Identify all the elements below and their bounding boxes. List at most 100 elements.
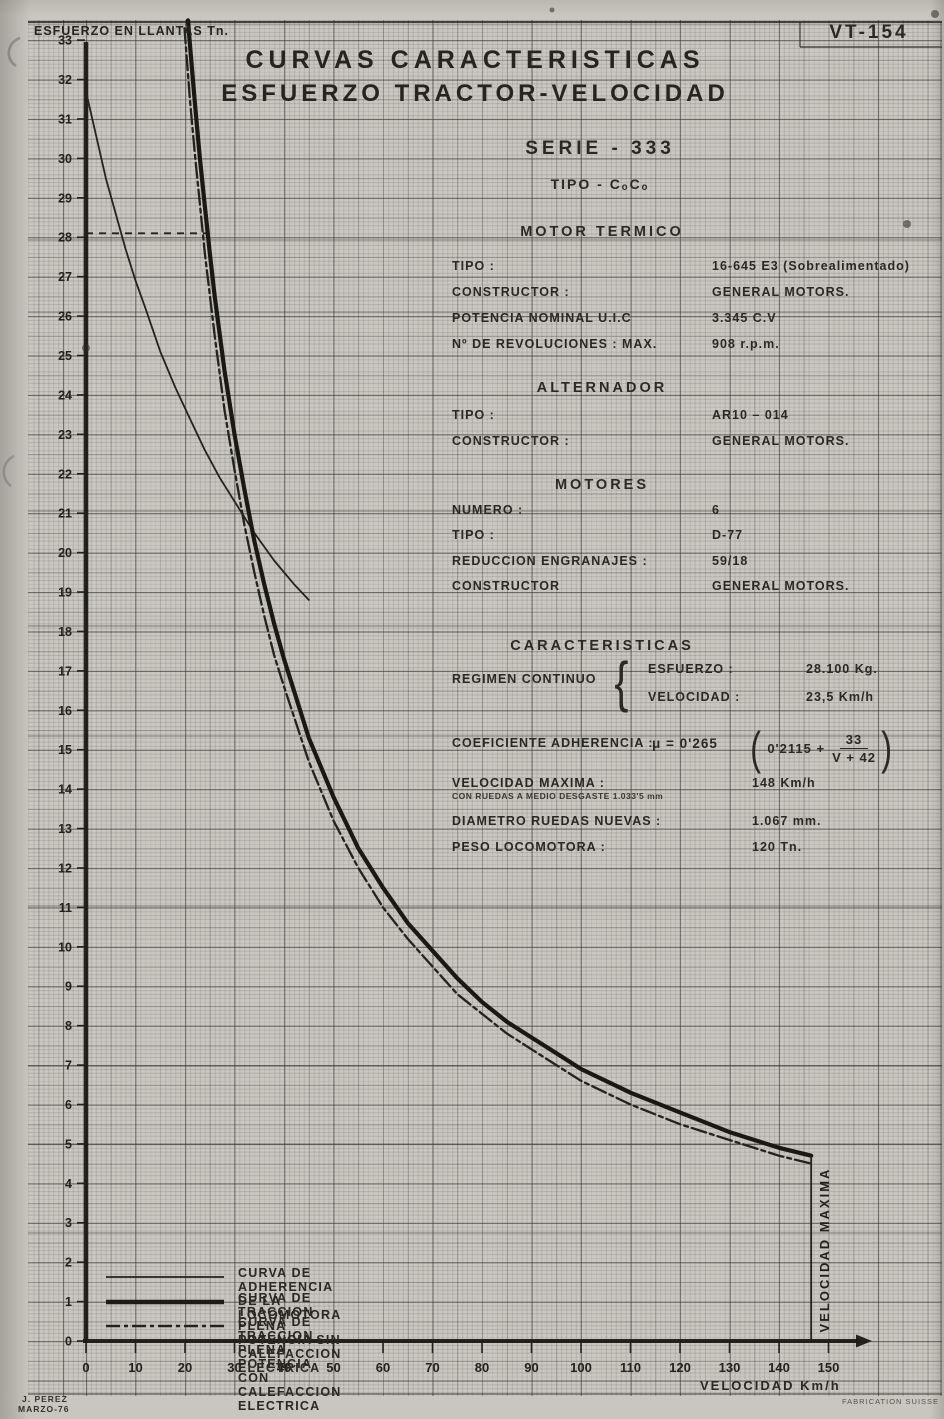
max-speed-label: VELOCIDAD MAXIMA : xyxy=(452,776,605,790)
curve-thick xyxy=(185,18,814,1158)
section-heading-motor-termico: MOTOR TERMICO xyxy=(520,224,684,240)
regimen-row: VELOCIDAD : 23,5 Km/h xyxy=(648,690,940,704)
spec-label: TIPO : xyxy=(452,259,495,273)
x-tick-label: 80 xyxy=(475,1360,489,1375)
legend-line-thin xyxy=(106,1276,224,1278)
y-tick-label: 29 xyxy=(58,191,72,205)
y-tick-label: 32 xyxy=(58,73,72,87)
formula-prefix: 0'2115 + xyxy=(767,740,826,756)
y-tick-label: 31 xyxy=(58,112,72,126)
max-speed-line-label: VELOCIDAD MAXIMA xyxy=(817,1168,832,1333)
y-tick-label: 8 xyxy=(65,1019,72,1033)
spec-value: 6 xyxy=(712,503,720,517)
max-speed-sublabel: CON RUEDAS A MEDIO DESGASTE 1.033'5 mm xyxy=(452,791,664,801)
x-axis-arrow-icon xyxy=(856,1334,872,1348)
spec-label: TIPO : xyxy=(452,408,495,422)
legend-label: CURVA DE TRACCION PLENA POTENCIA SIN CAL… xyxy=(238,1291,342,1375)
x-tick-label: 50 xyxy=(326,1360,340,1375)
x-axis-title: VELOCIDAD Km/h xyxy=(700,1378,841,1393)
spec-row: PESO LOCOMOTORA : 120 Tn. xyxy=(452,840,940,855)
spec-label: DIAMETRO RUEDAS NUEVAS : xyxy=(452,814,662,828)
x-tick-label: 90 xyxy=(524,1360,538,1375)
x-tick-label: 100 xyxy=(570,1360,592,1375)
fraction-numerator: 33 xyxy=(839,732,869,749)
spec-label: Nº DE REVOLUCIONES : MAX. xyxy=(452,337,658,351)
scan-speck xyxy=(931,10,939,18)
curve-dashdot xyxy=(183,27,813,1165)
y-tick-label: 28 xyxy=(58,231,72,245)
spec-label: POTENCIA NOMINAL U.I.C xyxy=(452,311,632,325)
spec-value: GENERAL MOTORS. xyxy=(712,579,850,593)
spec-value: GENERAL MOTORS. xyxy=(712,434,850,448)
y-tick-label: 14 xyxy=(58,783,72,797)
spec-value: AR10 – 014 xyxy=(712,408,789,422)
page-title-line1: CURVAS CARACTERISTICAS xyxy=(245,46,705,74)
spec-value: 16-645 E3 (Sobrealimentado) xyxy=(712,259,910,273)
x-tick-label: 70 xyxy=(425,1360,439,1375)
y-tick-label: 0 xyxy=(65,1335,72,1349)
spec-label: VELOCIDAD : xyxy=(648,690,741,704)
wheel-arrangement-type: TIPO - CₒCₒ xyxy=(550,176,650,192)
x-tick-label: 40 xyxy=(277,1360,291,1375)
formula-fraction: 33 V + 42 xyxy=(832,732,876,765)
x-tick-label: 130 xyxy=(719,1360,741,1375)
regimen-row: ESFUERZO : 28.100 Kg. xyxy=(648,662,940,676)
spec-row: Nº DE REVOLUCIONES : MAX. 908 r.p.m. xyxy=(452,337,940,352)
x-tick-label: 140 xyxy=(768,1360,790,1375)
section-heading-caracteristicas: CARACTERISTICAS xyxy=(510,638,694,654)
y-tick-label: 21 xyxy=(58,507,72,521)
scan-speck xyxy=(549,7,555,13)
y-tick-label: 18 xyxy=(58,625,72,639)
x-tick-label: 10 xyxy=(128,1360,142,1375)
spec-row: CONSTRUCTOR : GENERAL MOTORS. xyxy=(452,434,940,449)
y-tick-label: 7 xyxy=(65,1059,72,1073)
spec-label: TIPO : xyxy=(452,528,495,542)
y-tick-label: 10 xyxy=(58,940,72,954)
close-paren: ) xyxy=(881,722,893,774)
spec-label: NUMERO : xyxy=(452,503,524,517)
document-number: VT-154 xyxy=(829,22,909,43)
spec-value: 28.100 Kg. xyxy=(806,662,878,676)
fraction-denominator: V + 42 xyxy=(832,749,877,765)
legend-label: CURVA DE ADHERENCIA DE LA LOCOMOTORA xyxy=(238,1266,342,1322)
footer-date: MARZO-76 xyxy=(18,1404,70,1414)
y-tick-label: 22 xyxy=(58,467,72,481)
y-axis-title: ESFUERZO EN LLANTAS Tn. xyxy=(34,24,229,38)
spec-label: REDUCCION ENGRANAJES : xyxy=(452,554,648,568)
series-designation: SERIE - 333 xyxy=(525,138,675,159)
y-tick-label: 30 xyxy=(58,152,72,166)
y-tick-label: 23 xyxy=(58,428,72,442)
spec-label: PESO LOCOMOTORA : xyxy=(452,840,606,854)
adhesion-coefficient-mu: μ = 0'265 xyxy=(652,736,718,751)
open-paren: ( xyxy=(750,722,762,774)
section-heading-alternador: ALTERNADOR xyxy=(536,380,668,396)
spec-label: CONSTRUCTOR : xyxy=(452,285,570,299)
regimen-continuo-label: REGIMEN CONTINUO xyxy=(452,672,597,686)
y-tick-label: 13 xyxy=(58,822,72,836)
spec-row: POTENCIA NOMINAL U.I.C 3.345 C.V xyxy=(452,311,940,326)
spec-value: D-77 xyxy=(712,528,744,542)
y-tick-label: 33 xyxy=(58,34,72,48)
spec-row: REDUCCION ENGRANAJES : 59/18 xyxy=(452,554,940,569)
y-tick-label: 16 xyxy=(58,704,72,718)
x-tick-label: 120 xyxy=(669,1360,691,1375)
spec-value: 3.345 C.V xyxy=(712,311,777,325)
y-tick-label: 24 xyxy=(58,388,72,402)
y-tick-label: 25 xyxy=(58,349,72,363)
x-tick-label: 20 xyxy=(178,1360,192,1375)
y-tick-label: 20 xyxy=(58,546,72,560)
y-tick-label: 19 xyxy=(58,586,72,600)
legend-line-thick xyxy=(106,1299,224,1305)
y-tick-label: 12 xyxy=(58,861,72,875)
spec-value: 120 Tn. xyxy=(752,840,803,854)
spec-row: TIPO : D-77 xyxy=(452,528,940,543)
spec-value: 59/18 xyxy=(712,554,749,568)
spec-row: CONSTRUCTOR GENERAL MOTORS. xyxy=(452,579,940,594)
margin-pen-mark xyxy=(7,36,21,68)
spec-row: NUMERO : 6 xyxy=(452,503,940,518)
spec-row: TIPO : AR10 – 014 xyxy=(452,408,940,423)
legend-line-dashdot xyxy=(106,1324,224,1328)
curve-thin xyxy=(85,90,310,601)
spec-label: CONSTRUCTOR : xyxy=(452,434,570,448)
